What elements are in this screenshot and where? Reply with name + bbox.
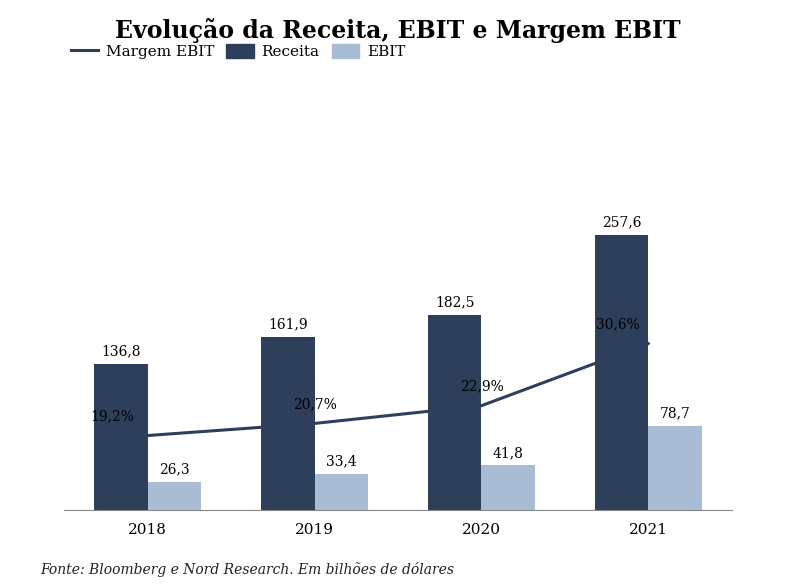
Text: 22,9%: 22,9% [459,380,503,394]
Text: 257,6: 257,6 [602,215,642,229]
Bar [314,474,368,510]
Bar [595,234,649,510]
Text: 41,8: 41,8 [493,446,524,460]
Text: Fonte: Bloomberg e Nord Research. Em bilhões de dólares: Fonte: Bloomberg e Nord Research. Em bil… [40,562,454,577]
Text: 33,4: 33,4 [326,455,357,469]
Text: 26,3: 26,3 [159,462,189,476]
Legend: Margem EBIT, Receita, EBIT: Margem EBIT, Receita, EBIT [64,38,412,65]
Bar [261,337,314,510]
Text: 182,5: 182,5 [435,295,474,309]
Text: Evolução da Receita, EBIT e Margem EBIT: Evolução da Receita, EBIT e Margem EBIT [115,18,681,43]
Bar [147,482,201,510]
Text: 30,6%: 30,6% [596,318,640,332]
Text: 19,2%: 19,2% [90,410,135,424]
Text: 136,8: 136,8 [101,345,141,358]
Bar [94,364,147,510]
Bar [482,465,535,510]
Text: 161,9: 161,9 [268,318,307,332]
Text: 20,7%: 20,7% [293,397,337,411]
Text: 78,7: 78,7 [660,406,691,420]
Bar [649,425,702,510]
Bar [428,315,482,510]
